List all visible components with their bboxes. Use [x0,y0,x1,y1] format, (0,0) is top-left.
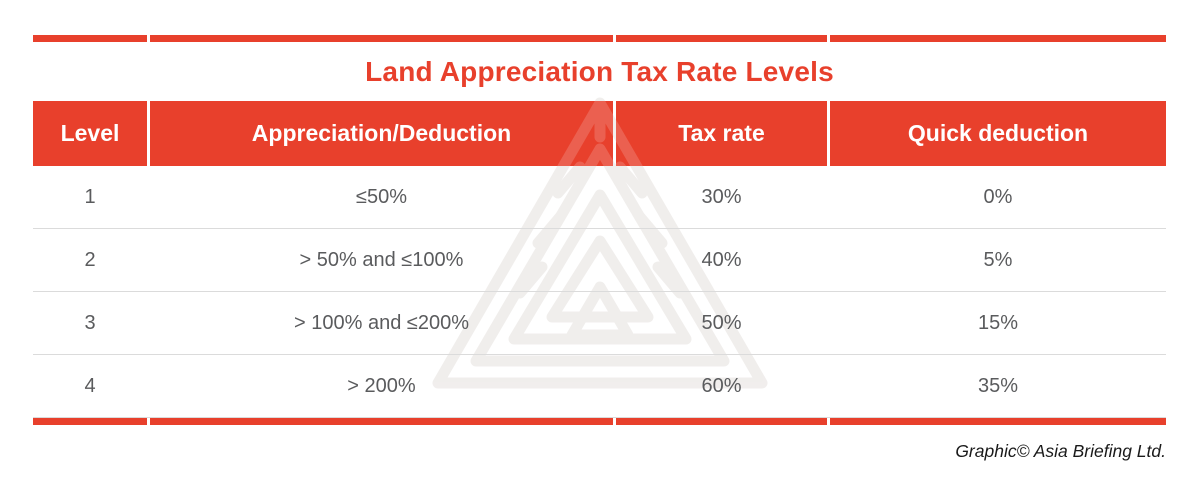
cell-quick-deduction: 0% [983,185,1013,208]
cell-tax-rate: 60% [701,374,742,397]
bottom-accent-bar-segment [830,418,1166,425]
bottom-accent-bar-segment [150,418,613,425]
table-row: 2 > 50% and ≤100% 40% 5% [33,229,1166,292]
cell-appreciation: > 200% [347,374,416,397]
cell-tax-rate: 40% [701,248,742,271]
table-row: 4 > 200% 60% 35% [33,355,1166,418]
tax-rate-table-graphic: Land Appreciation Tax Rate Levels Level … [33,35,1166,425]
cell-quick-deduction: 5% [983,248,1013,271]
cell-appreciation: > 100% and ≤200% [294,311,469,334]
bottom-accent-bar-segment [33,418,147,425]
graphic-credit: Graphic© Asia Briefing Ltd. [955,441,1166,461]
cell-appreciation: > 50% and ≤100% [299,248,464,271]
table-header-row: Level Appreciation/Deduction Tax rate Qu… [33,101,1166,166]
table-row: 1 ≤50% 30% 0% [33,166,1166,229]
cell-tax-rate: 30% [701,185,742,208]
top-accent-bar-segment [150,35,613,42]
column-header-appreciation-deduction: Appreciation/Deduction [150,101,613,166]
top-accent-bar-segment [830,35,1166,42]
cell-level: 4 [84,374,96,397]
column-header-tax-rate: Tax rate [616,101,827,166]
table-row: 3 > 100% and ≤200% 50% 15% [33,292,1166,355]
title-block: Land Appreciation Tax Rate Levels [33,42,1166,101]
cell-level: 3 [84,311,96,334]
cell-level: 1 [84,185,96,208]
column-header-quick-deduction: Quick deduction [830,101,1166,166]
cell-tax-rate: 50% [701,311,742,334]
top-accent-bar-segment [33,35,147,42]
cell-appreciation: ≤50% [355,185,407,208]
bottom-accent-bar-segment [616,418,827,425]
page-title: Land Appreciation Tax Rate Levels [365,55,834,87]
cell-level: 2 [84,248,96,271]
top-accent-bar [33,35,1166,42]
cell-quick-deduction: 35% [977,374,1019,397]
column-header-level: Level [33,101,147,166]
cell-quick-deduction: 15% [977,311,1019,334]
top-accent-bar-segment [616,35,827,42]
bottom-accent-bar [33,418,1166,425]
